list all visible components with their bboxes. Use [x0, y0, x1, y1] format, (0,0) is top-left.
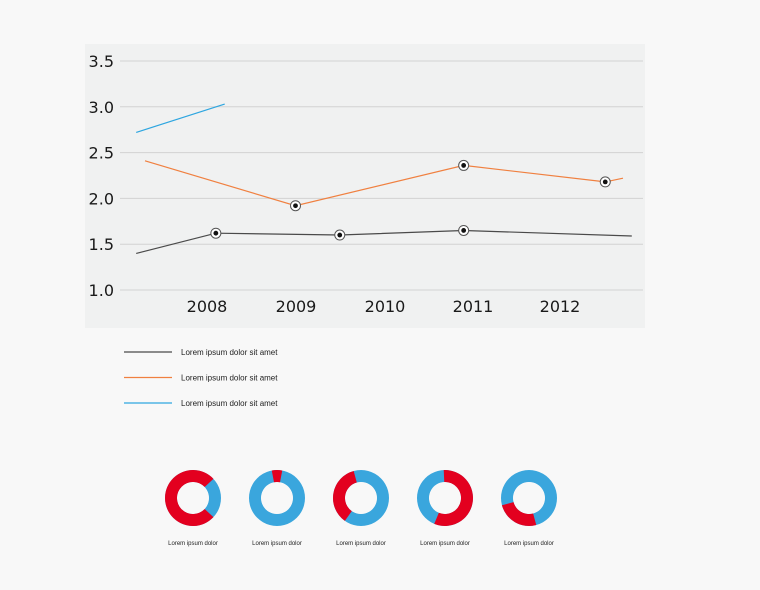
x-tick-label: 2011: [453, 297, 494, 316]
donut-label-1: Lorem ipsum dolor: [168, 541, 218, 547]
series-1-point-dot: [461, 228, 467, 233]
donut-charts: Lorem ipsum dolor Lorem ipsum dolor Lorem …: [164, 470, 557, 547]
donut-chart-5: Lorem ipsum dolor: [500, 470, 557, 547]
donut-red-segment: [434, 470, 473, 526]
legend-label-2: Lorem ipsum dolor sit amet: [181, 374, 278, 383]
donut-blue-segment: [248, 470, 305, 526]
donut-hole: [261, 482, 293, 514]
x-tick-label: 2008: [187, 297, 228, 316]
plot-background: [85, 44, 645, 328]
legend-label-3: Lorem ipsum dolor sit amet: [181, 399, 278, 408]
donut-red-segment: [501, 502, 537, 526]
donut-label-2: Lorem ipsum dolor: [252, 541, 302, 547]
series-line-3: [136, 103, 225, 133]
donut-label-3: Lorem ipsum dolor: [336, 541, 386, 547]
donut-hole: [429, 482, 461, 514]
donut-red-segment: [271, 470, 283, 483]
y-tick-label: 3.5: [89, 52, 114, 71]
y-tick-label: 1.5: [89, 235, 114, 254]
donut-red-segment: [333, 470, 357, 521]
grid-lines: [120, 60, 643, 291]
donut-chart-1: Lorem ipsum dolor: [164, 470, 221, 547]
donut-chart-4: Lorem ipsum dolor: [416, 470, 473, 547]
y-tick-label: 2.0: [89, 189, 114, 208]
line-series: [136, 103, 632, 254]
x-tick-label: 2010: [365, 297, 406, 316]
series-2-point-dot: [293, 203, 298, 209]
legend-label-1: Lorem ipsum dolor sit amet: [181, 348, 278, 357]
donut-hole: [177, 482, 209, 514]
donut-chart-3: Lorem ipsum dolor: [332, 470, 389, 547]
x-axis-tick-labels: 2008 2009 2010 2011 2012: [187, 297, 581, 316]
y-axis-tick-labels: 1.0 1.5 2.0 2.5 3.0 3.5: [89, 52, 114, 300]
x-tick-label: 2012: [540, 297, 581, 316]
legend: Lorem ipsum dolor sit amet Lorem ipsum do…: [124, 348, 278, 408]
donut-hole: [513, 482, 545, 514]
donut-label-4: Lorem ipsum dolor: [420, 541, 470, 547]
y-tick-label: 2.5: [89, 144, 114, 163]
series-1-point-dot: [337, 232, 343, 238]
donut-chart-2: Lorem ipsum dolor: [248, 470, 305, 547]
series-2-point-dot: [602, 179, 608, 185]
y-tick-label: 3.0: [89, 98, 114, 117]
series-2-point-dot: [461, 163, 467, 168]
y-tick-label: 1.0: [89, 281, 114, 300]
donut-label-5: Lorem ipsum dolor: [504, 541, 554, 547]
donut-red-segment: [165, 470, 214, 526]
series-1-point-dot: [213, 230, 219, 236]
x-tick-label: 2009: [276, 297, 317, 316]
donut-hole: [345, 482, 377, 514]
